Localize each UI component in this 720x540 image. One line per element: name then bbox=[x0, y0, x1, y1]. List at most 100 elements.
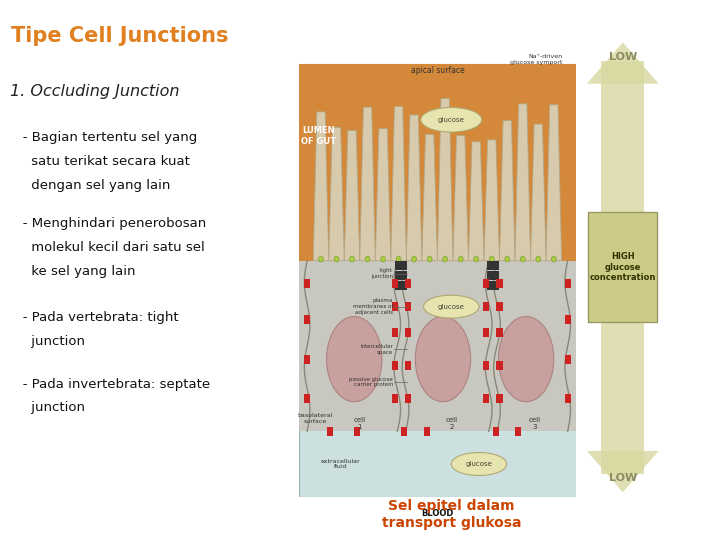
Text: intercellular
space: intercellular space bbox=[360, 344, 393, 355]
Bar bbox=[401, 427, 408, 436]
Ellipse shape bbox=[451, 453, 507, 476]
Bar bbox=[487, 261, 499, 270]
Text: cell
1: cell 1 bbox=[354, 416, 366, 430]
Ellipse shape bbox=[420, 107, 482, 132]
Text: glucose: glucose bbox=[466, 461, 492, 467]
Polygon shape bbox=[469, 134, 484, 261]
Bar bbox=[565, 354, 571, 364]
Polygon shape bbox=[422, 108, 438, 261]
Text: LUMEN
OF GUT: LUMEN OF GUT bbox=[301, 126, 336, 146]
Bar bbox=[515, 427, 521, 436]
Text: extracellular
fluid: extracellular fluid bbox=[320, 458, 360, 469]
Polygon shape bbox=[453, 119, 469, 261]
Bar bbox=[392, 394, 397, 403]
Polygon shape bbox=[299, 431, 576, 497]
Ellipse shape bbox=[498, 316, 554, 402]
Bar bbox=[565, 394, 571, 403]
Bar bbox=[395, 261, 408, 270]
Ellipse shape bbox=[412, 256, 417, 262]
Bar bbox=[405, 361, 411, 370]
Polygon shape bbox=[299, 261, 576, 431]
Bar bbox=[483, 361, 489, 370]
Ellipse shape bbox=[423, 295, 479, 318]
Bar bbox=[392, 302, 397, 311]
Polygon shape bbox=[375, 119, 391, 261]
FancyBboxPatch shape bbox=[588, 212, 657, 322]
Text: Na⁺-driven
glucose symport: Na⁺-driven glucose symport bbox=[510, 54, 562, 65]
Ellipse shape bbox=[458, 256, 463, 262]
Ellipse shape bbox=[552, 256, 557, 262]
Ellipse shape bbox=[365, 256, 370, 262]
Text: tight
junction: tight junction bbox=[371, 268, 393, 279]
Polygon shape bbox=[391, 102, 406, 261]
Bar bbox=[497, 279, 503, 288]
Text: glucose: glucose bbox=[438, 303, 464, 309]
Bar bbox=[483, 302, 489, 311]
Text: junction: junction bbox=[9, 334, 84, 348]
Bar bbox=[304, 354, 310, 364]
Polygon shape bbox=[438, 109, 453, 261]
Text: 1. Occluding Junction: 1. Occluding Junction bbox=[9, 84, 179, 99]
Polygon shape bbox=[531, 136, 546, 261]
Text: basolateral
surface: basolateral surface bbox=[298, 413, 333, 423]
Bar bbox=[497, 328, 503, 338]
Polygon shape bbox=[299, 64, 576, 261]
Text: dengan sel yang lain: dengan sel yang lain bbox=[9, 179, 170, 192]
Polygon shape bbox=[406, 116, 422, 261]
Ellipse shape bbox=[521, 256, 526, 262]
Bar bbox=[497, 302, 503, 311]
Bar bbox=[565, 279, 571, 288]
Text: apical surface: apical surface bbox=[410, 66, 464, 75]
Polygon shape bbox=[515, 116, 531, 261]
Polygon shape bbox=[601, 60, 644, 474]
Text: plasma
membranes of
adjacent cells: plasma membranes of adjacent cells bbox=[353, 298, 393, 315]
Ellipse shape bbox=[489, 256, 494, 262]
Bar bbox=[304, 279, 310, 288]
Text: HIGH
glucose
concentration: HIGH glucose concentration bbox=[590, 252, 656, 282]
Text: - Bagian tertentu sel yang: - Bagian tertentu sel yang bbox=[9, 131, 197, 144]
Polygon shape bbox=[360, 108, 375, 261]
Ellipse shape bbox=[415, 316, 471, 402]
Bar bbox=[304, 315, 310, 325]
Bar bbox=[327, 427, 333, 436]
Text: Sel epitel dalam
transport glukosa: Sel epitel dalam transport glukosa bbox=[382, 499, 521, 530]
Bar bbox=[487, 281, 499, 290]
Bar bbox=[405, 394, 411, 403]
Ellipse shape bbox=[334, 256, 339, 262]
Polygon shape bbox=[329, 106, 344, 261]
Bar bbox=[483, 328, 489, 338]
Text: ke sel yang lain: ke sel yang lain bbox=[9, 265, 135, 278]
Ellipse shape bbox=[318, 256, 323, 262]
Bar bbox=[565, 315, 571, 325]
Text: junction: junction bbox=[9, 401, 84, 414]
Bar bbox=[483, 279, 489, 288]
Bar bbox=[493, 427, 499, 436]
Bar bbox=[392, 361, 397, 370]
Bar bbox=[405, 302, 411, 311]
Bar bbox=[392, 279, 397, 288]
Ellipse shape bbox=[474, 256, 479, 262]
Bar bbox=[483, 394, 489, 403]
Bar bbox=[392, 328, 397, 338]
Bar bbox=[423, 427, 430, 436]
Bar bbox=[487, 271, 499, 280]
Polygon shape bbox=[587, 42, 659, 84]
Text: BLOOD: BLOOD bbox=[421, 509, 454, 518]
Polygon shape bbox=[313, 113, 329, 261]
Bar bbox=[405, 328, 411, 338]
Ellipse shape bbox=[443, 256, 448, 262]
Polygon shape bbox=[500, 128, 515, 261]
Bar bbox=[395, 271, 408, 280]
Ellipse shape bbox=[349, 256, 354, 262]
Ellipse shape bbox=[396, 256, 401, 262]
Ellipse shape bbox=[505, 256, 510, 262]
Text: Tipe Cell Junctions: Tipe Cell Junctions bbox=[11, 26, 228, 46]
Bar bbox=[497, 361, 503, 370]
Polygon shape bbox=[587, 451, 659, 492]
Ellipse shape bbox=[381, 256, 386, 262]
Ellipse shape bbox=[427, 256, 432, 262]
Bar bbox=[395, 281, 408, 290]
Text: - Menghindari penerobosan: - Menghindari penerobosan bbox=[9, 218, 206, 231]
Polygon shape bbox=[484, 124, 500, 261]
Bar bbox=[405, 279, 411, 288]
